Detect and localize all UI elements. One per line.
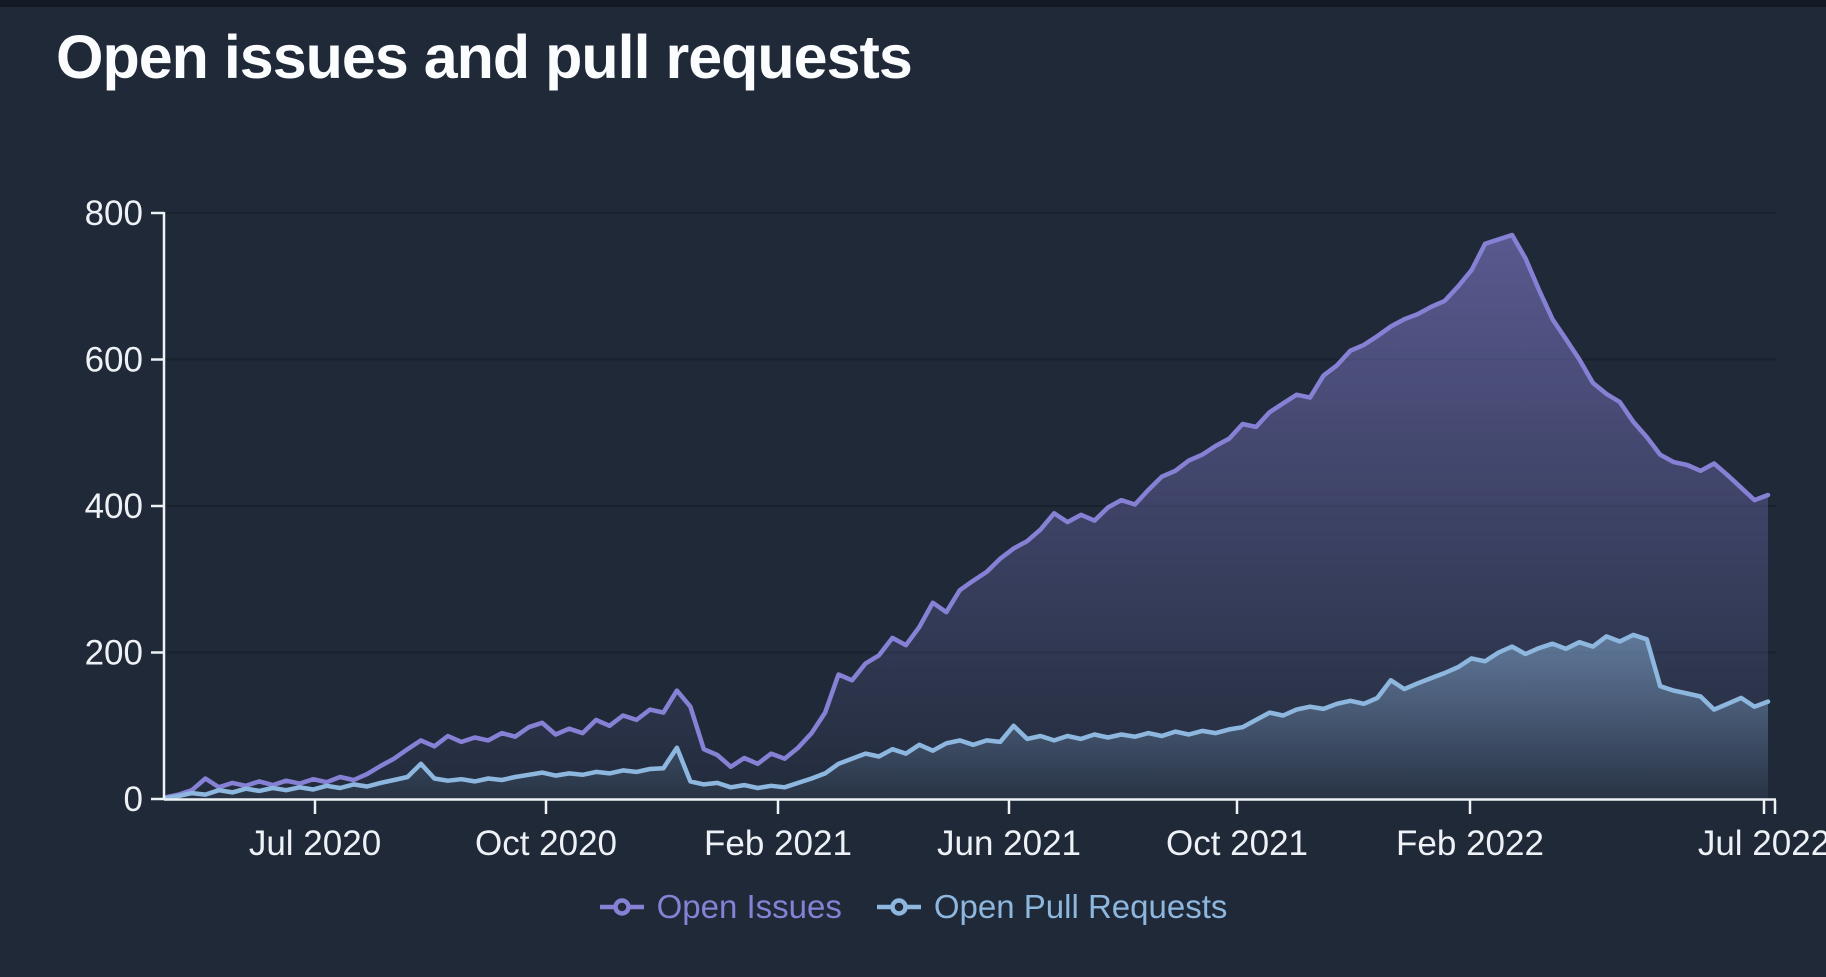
y-tick-label: 600 <box>85 341 143 380</box>
x-tick-label: Oct 2021 <box>1166 824 1308 863</box>
series-line-open-issues[interactable] <box>162 232 1771 800</box>
y-tick-label: 400 <box>85 487 143 526</box>
line-marker-icon <box>599 898 644 916</box>
legend-item-open-pull-requests[interactable]: Open Pull Requests <box>876 888 1228 926</box>
x-tick-label: Jun 2021 <box>937 824 1081 863</box>
legend-label-open-issues: Open Issues <box>656 888 842 925</box>
line-marker-icon <box>876 898 921 916</box>
x-tick-label: Jul 2020 <box>249 824 381 863</box>
chart-title: Open issues and pull requests <box>56 23 913 91</box>
y-tick-label: 0 <box>124 780 143 819</box>
x-tick-label: Jul 2022 <box>1698 824 1826 863</box>
legend-label-open-pull-requests: Open Pull Requests <box>933 888 1228 925</box>
y-tick-label: 800 <box>85 194 143 233</box>
legend-item-open-issues[interactable]: Open Issues <box>599 888 842 926</box>
x-tick-label: Feb 2021 <box>704 824 852 863</box>
series-line-open-pull-requests[interactable] <box>162 632 1771 801</box>
y-tick-label: 200 <box>85 634 143 673</box>
x-tick-label: Feb 2022 <box>1396 824 1544 863</box>
area-open-issues <box>165 235 1768 799</box>
area-open-pull-requests <box>165 634 1768 799</box>
top-edge-strip <box>0 0 1826 7</box>
x-tick-label: Oct 2020 <box>475 824 617 863</box>
legend: Open Issues Open Pull Requests <box>0 888 1826 926</box>
